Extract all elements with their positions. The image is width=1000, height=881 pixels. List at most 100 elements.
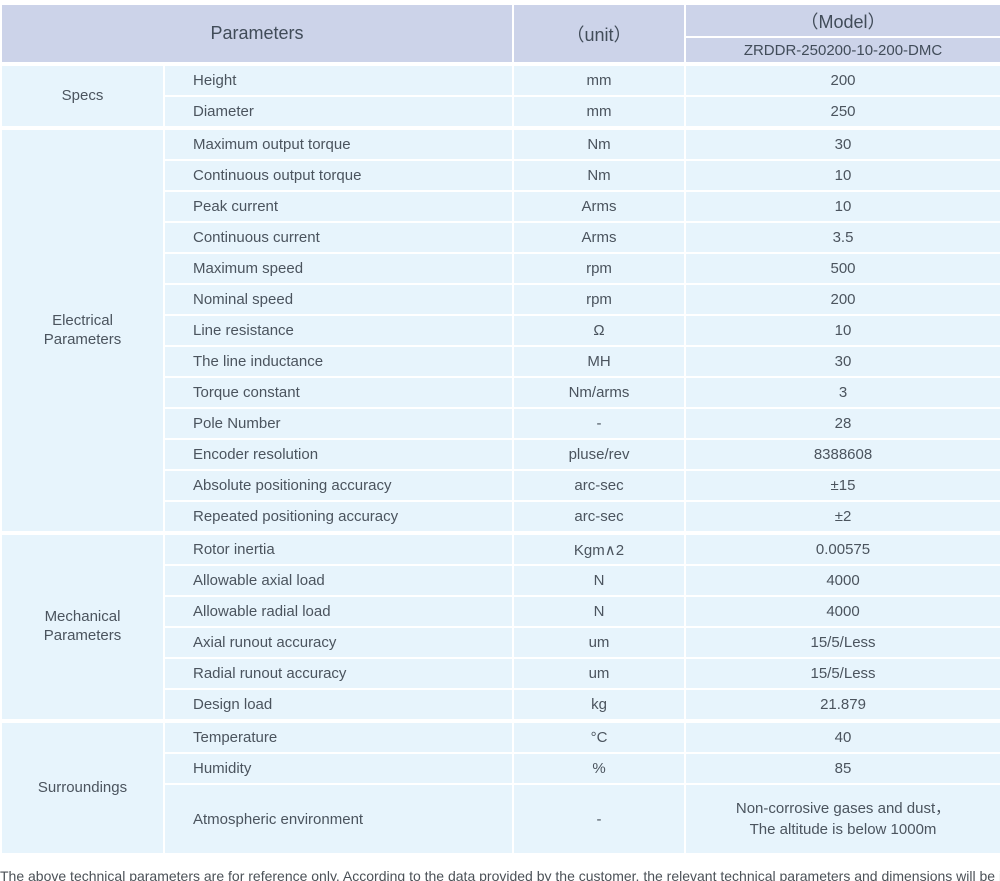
table-row: Repeated positioning accuracy arc-sec ±2 bbox=[1, 500, 1000, 534]
header-model: （Model） bbox=[684, 3, 1000, 38]
unit-cell: °C bbox=[512, 720, 687, 754]
value-cell: 4000 bbox=[684, 564, 1000, 597]
table-row: Torque constant Nm/arms 3 bbox=[1, 376, 1000, 409]
param-name-cell: Encoder resolution bbox=[162, 438, 515, 471]
table-row: Continuous current Arms 3.5 bbox=[1, 221, 1000, 254]
table-row: Maximum speed rpm 500 bbox=[1, 252, 1000, 285]
unit-cell: - bbox=[512, 783, 687, 855]
unit-cell: Kgm∧2 bbox=[512, 532, 687, 566]
motor-spec-table: Parameters （unit） （Model） ZRDDR-250200-1… bbox=[0, 3, 1000, 855]
value-cell: 28 bbox=[684, 407, 1000, 440]
unit-cell: Nm bbox=[512, 159, 687, 192]
param-name-cell: Temperature bbox=[162, 720, 515, 754]
unit-cell: kg bbox=[512, 688, 687, 722]
table-row: Allowable axial load N 4000 bbox=[1, 564, 1000, 597]
value-cell: 250 bbox=[684, 95, 1000, 129]
param-name-cell: Continuous current bbox=[162, 221, 515, 254]
table-row: Electrical Parameters Maximum output torq… bbox=[0, 127, 1000, 534]
value-cell: 10 bbox=[684, 159, 1000, 192]
unit-cell: MH bbox=[512, 345, 687, 378]
table-row: Surroundings Temperature °C 40 bbox=[0, 720, 1000, 855]
unit-cell: Arms bbox=[512, 221, 687, 254]
unit-cell: rpm bbox=[512, 283, 687, 316]
param-name-cell: Torque constant bbox=[162, 376, 515, 409]
param-name-cell: Continuous output torque bbox=[162, 159, 515, 192]
unit-cell: rpm bbox=[512, 252, 687, 285]
unit-cell: arc-sec bbox=[512, 500, 687, 534]
section-electrical-parameters: Electrical Parameters Maximum output torq… bbox=[0, 127, 1000, 534]
param-name-cell: Peak current bbox=[162, 190, 515, 223]
param-name-cell: Design load bbox=[162, 688, 515, 722]
category-cell: Surroundings bbox=[0, 720, 165, 855]
table-row: Radial runout accuracy um 15/5/Less bbox=[1, 657, 1000, 690]
header-parameters: Parameters bbox=[0, 3, 515, 65]
param-name-cell: Absolute positioning accuracy bbox=[162, 469, 515, 502]
param-name-cell: Height bbox=[162, 63, 515, 97]
value-cell: 30 bbox=[684, 127, 1000, 161]
header-row-model: ZRDDR-250200-10-200-DMC bbox=[1, 36, 1000, 65]
param-name-cell: Maximum speed bbox=[162, 252, 515, 285]
footnote: The above technical parameters are for r… bbox=[0, 868, 1000, 881]
param-name-cell: Pole Number bbox=[162, 407, 515, 440]
param-name-cell: The line inductance bbox=[162, 345, 515, 378]
table-row: Continuous output torque Nm 10 bbox=[1, 159, 1000, 192]
unit-cell: um bbox=[512, 626, 687, 659]
value-cell: 21.879 bbox=[684, 688, 1000, 722]
value-cell: 85 bbox=[684, 752, 1000, 785]
unit-cell: Arms bbox=[512, 190, 687, 223]
value-cell: Non-corrosive gases and dust， The altitu… bbox=[684, 783, 1000, 855]
unit-cell: mm bbox=[512, 95, 687, 129]
table-row: Mechanical Parameters Rotor inertia Kgm∧2 0… bbox=[0, 532, 1000, 722]
value-cell: 40 bbox=[684, 720, 1000, 754]
table-row: Specs Height mm 200 bbox=[0, 63, 1000, 129]
value-cell: 200 bbox=[684, 283, 1000, 316]
header-unit: （unit） bbox=[512, 3, 687, 65]
header-row-top: Parameters （unit） （Model） bbox=[0, 3, 1000, 65]
table-row: Peak current Arms 10 bbox=[1, 190, 1000, 223]
unit-cell: pluse/rev bbox=[512, 438, 687, 471]
value-cell: 10 bbox=[684, 314, 1000, 347]
table-row: Line resistance Ω 10 bbox=[1, 314, 1000, 347]
table-row: Humidity% 85 bbox=[1, 752, 1000, 785]
value-cell: ±15 bbox=[684, 469, 1000, 502]
table-row: Encoder resolution pluse/rev 8388608 bbox=[1, 438, 1000, 471]
value-cell: 0.00575 bbox=[684, 532, 1000, 566]
value-cell: 4000 bbox=[684, 595, 1000, 628]
param-name-cell: Diameter bbox=[162, 95, 515, 129]
param-name-cell: Maximum output torque bbox=[162, 127, 515, 161]
table-header: Parameters （unit） （Model） ZRDDR-250200-1… bbox=[0, 3, 1000, 65]
category-cell: Specs bbox=[0, 63, 165, 129]
table-row: Axial runout accuracy um 15/5/Less bbox=[1, 626, 1000, 659]
unit-cell: Nm/arms bbox=[512, 376, 687, 409]
unit-cell: um bbox=[512, 657, 687, 690]
table-row: Pole Number -28 bbox=[1, 407, 1000, 440]
unit-cell: arc-sec bbox=[512, 469, 687, 502]
param-name-cell: Atmospheric environment bbox=[162, 783, 515, 855]
value-cell: 3.5 bbox=[684, 221, 1000, 254]
value-cell: 8388608 bbox=[684, 438, 1000, 471]
value-cell: 200 bbox=[684, 63, 1000, 97]
section-surroundings: Surroundings Temperature °C 40 Humidity% 85 At… bbox=[0, 720, 1000, 855]
param-name-cell: Humidity bbox=[162, 752, 515, 785]
section-mechanical-parameters: Mechanical Parameters Rotor inertia Kgm∧2 0… bbox=[0, 532, 1000, 722]
param-name-cell: Nominal speed bbox=[162, 283, 515, 316]
section-specs: Specs Height mm 200 Diameter mm 250 bbox=[0, 63, 1000, 129]
param-name-cell: Axial runout accuracy bbox=[162, 626, 515, 659]
unit-cell: Nm bbox=[512, 127, 687, 161]
table-row: Nominal speed rpm 200 bbox=[1, 283, 1000, 316]
param-name-cell: Radial runout accuracy bbox=[162, 657, 515, 690]
value-cell: 15/5/Less bbox=[684, 657, 1000, 690]
unit-cell: Ω bbox=[512, 314, 687, 347]
unit-cell: mm bbox=[512, 63, 687, 97]
unit-cell: % bbox=[512, 752, 687, 785]
table-row: Atmospheric environment - Non-corrosive ga… bbox=[1, 783, 1000, 855]
table-row: The line inductance MH 30 bbox=[1, 345, 1000, 378]
category-cell: Electrical Parameters bbox=[0, 127, 165, 534]
value-cell: ±2 bbox=[684, 500, 1000, 534]
value-cell: 500 bbox=[684, 252, 1000, 285]
param-name-cell: Line resistance bbox=[162, 314, 515, 347]
unit-cell: - bbox=[512, 407, 687, 440]
unit-cell: N bbox=[512, 595, 687, 628]
param-name-cell: Repeated positioning accuracy bbox=[162, 500, 515, 534]
